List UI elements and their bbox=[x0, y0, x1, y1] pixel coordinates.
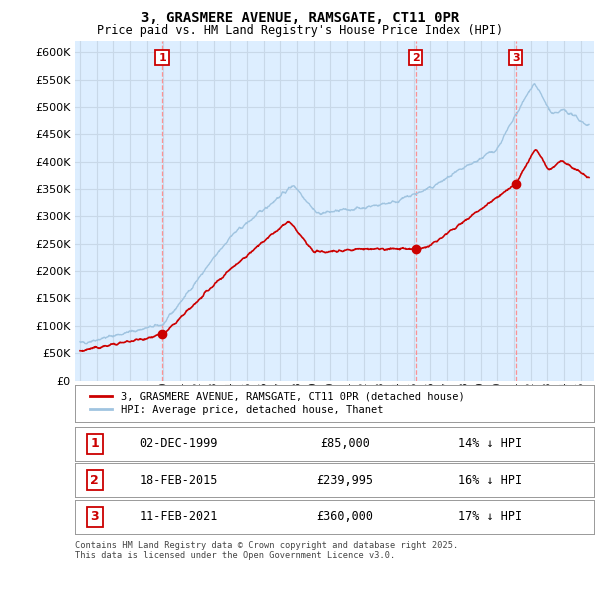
Text: 2: 2 bbox=[91, 474, 99, 487]
Text: 1: 1 bbox=[158, 53, 166, 63]
Text: 16% ↓ HPI: 16% ↓ HPI bbox=[458, 474, 522, 487]
Text: 3, GRASMERE AVENUE, RAMSGATE, CT11 0PR: 3, GRASMERE AVENUE, RAMSGATE, CT11 0PR bbox=[141, 11, 459, 25]
Text: £360,000: £360,000 bbox=[316, 510, 373, 523]
Text: £239,995: £239,995 bbox=[316, 474, 373, 487]
Text: 3: 3 bbox=[91, 510, 99, 523]
Text: 3: 3 bbox=[512, 53, 520, 63]
Text: 18-FEB-2015: 18-FEB-2015 bbox=[140, 474, 218, 487]
Text: 1: 1 bbox=[91, 437, 99, 450]
Text: 11-FEB-2021: 11-FEB-2021 bbox=[140, 510, 218, 523]
Text: 02-DEC-1999: 02-DEC-1999 bbox=[140, 437, 218, 450]
Text: Price paid vs. HM Land Registry's House Price Index (HPI): Price paid vs. HM Land Registry's House … bbox=[97, 24, 503, 37]
Text: £85,000: £85,000 bbox=[320, 437, 370, 450]
Text: 2: 2 bbox=[412, 53, 419, 63]
Text: Contains HM Land Registry data © Crown copyright and database right 2025.
This d: Contains HM Land Registry data © Crown c… bbox=[75, 541, 458, 560]
Text: 17% ↓ HPI: 17% ↓ HPI bbox=[458, 510, 522, 523]
Text: 14% ↓ HPI: 14% ↓ HPI bbox=[458, 437, 522, 450]
Legend: 3, GRASMERE AVENUE, RAMSGATE, CT11 0PR (detached house), HPI: Average price, det: 3, GRASMERE AVENUE, RAMSGATE, CT11 0PR (… bbox=[85, 388, 469, 419]
